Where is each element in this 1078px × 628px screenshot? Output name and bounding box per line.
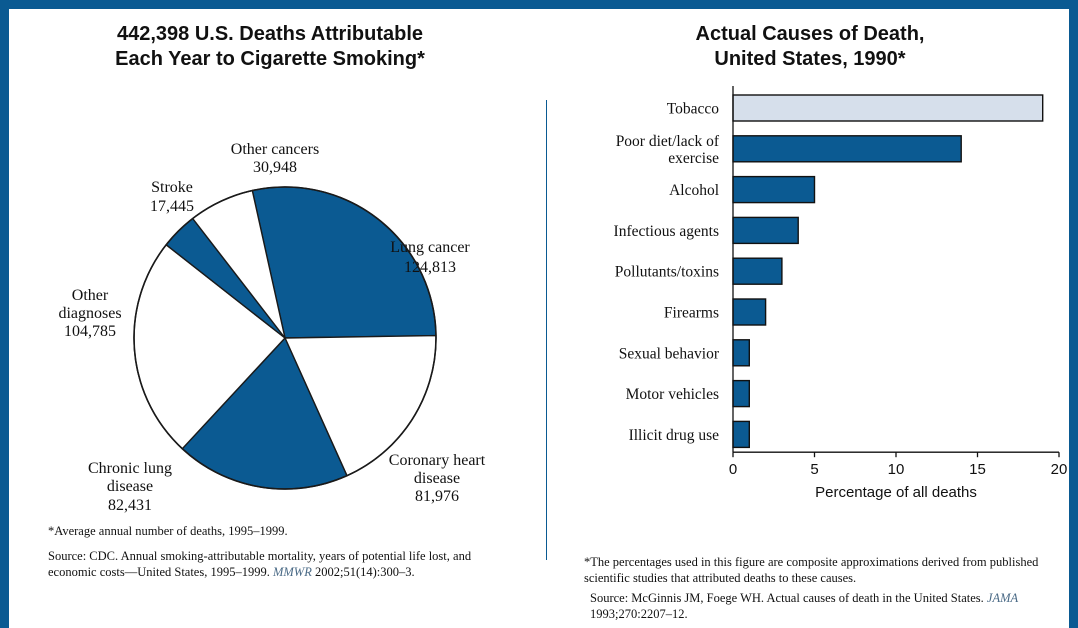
- pie-value-other-cancers: 30,948: [253, 159, 297, 176]
- bar-category-label-infectious-agents: Infectious agents: [614, 223, 719, 240]
- pie-label-chronic-lung-disease: Chronic lung: [88, 460, 172, 477]
- bar-poor-diet-lack-of-exercise: [733, 136, 961, 162]
- bar-x-tick-label: 15: [969, 461, 986, 478]
- bar-category-label-sexual-behavior: Sexual behavior: [619, 345, 720, 362]
- pie-value-lung-cancer: 124,813: [404, 259, 456, 276]
- bar-sexual-behavior: [733, 340, 749, 366]
- pie-footnote: *Average annual number of deaths, 1995–1…: [48, 523, 518, 539]
- bar-source: Source: McGinnis JM, Foege WH. Actual ca…: [590, 590, 1050, 622]
- pie-value-coronary-heart-disease: 81,976: [415, 488, 459, 505]
- bar-x-axis-label: Percentage of all deaths: [815, 484, 977, 501]
- bar-category-label-firearms: Firearms: [664, 305, 719, 322]
- pie-label-coronary-heart-disease: Coronary heart: [389, 452, 486, 469]
- bar-x-tick-label: 20: [1051, 461, 1068, 478]
- pie-value-chronic-lung-disease: 82,431: [108, 497, 152, 514]
- bar-category-label-poor-diet-lack-of-exercise: Poor diet/lack of: [616, 133, 720, 150]
- pie-label-other-diagnoses: diagnoses: [58, 305, 121, 322]
- bar-category-label-motor-vehicles: Motor vehicles: [626, 386, 719, 403]
- bar-pollutants-toxins: [733, 258, 782, 284]
- bar-source-text: Source: McGinnis JM, Foege WH. Actual ca…: [590, 591, 984, 605]
- pie-value-stroke: 17,445: [150, 198, 194, 215]
- pie-source: Source: CDC. Annual smoking-attributable…: [48, 548, 488, 580]
- bar-infectious-agents: [733, 217, 798, 243]
- bar-firearms: [733, 299, 766, 325]
- bar-category-label-alcohol: Alcohol: [669, 182, 719, 199]
- pie-label-lung-cancer: Lung cancer: [390, 239, 470, 256]
- bar-source-citation: 1993;270:2207–12.: [590, 607, 688, 621]
- bar-category-label-poor-diet-lack-of-exercise: exercise: [668, 150, 719, 167]
- bar-motor-vehicles: [733, 381, 749, 407]
- bar-category-label-tobacco: Tobacco: [667, 101, 720, 118]
- pie-label-chronic-lung-disease: disease: [107, 478, 153, 495]
- bar-source-journal: JAMA: [987, 591, 1018, 605]
- pie-label-other-diagnoses: Other: [72, 287, 109, 304]
- pie-label-other-cancers: Other cancers: [231, 141, 319, 158]
- pie-label-coronary-heart-disease: disease: [414, 470, 460, 487]
- bar-tobacco: [733, 95, 1043, 121]
- bar-x-tick-label: 0: [729, 461, 737, 478]
- pie-label-stroke: Stroke: [151, 179, 193, 196]
- bar-x-tick-label: 5: [810, 461, 818, 478]
- pie-source-journal: MMWR: [273, 565, 312, 579]
- bar-x-tick-label: 10: [888, 461, 905, 478]
- bar-category-label-illicit-drug-use: Illicit drug use: [629, 427, 720, 444]
- bar-illicit-drug-use: [733, 421, 749, 447]
- pie-value-other-diagnoses: 104,785: [64, 323, 116, 340]
- bar-alcohol: [733, 177, 815, 203]
- bar-category-label-pollutants-toxins: Pollutants/toxins: [615, 264, 719, 281]
- bar-footnote: *The percentages used in this figure are…: [584, 554, 1054, 586]
- pie-source-citation: 2002;51(14):300–3.: [315, 565, 415, 579]
